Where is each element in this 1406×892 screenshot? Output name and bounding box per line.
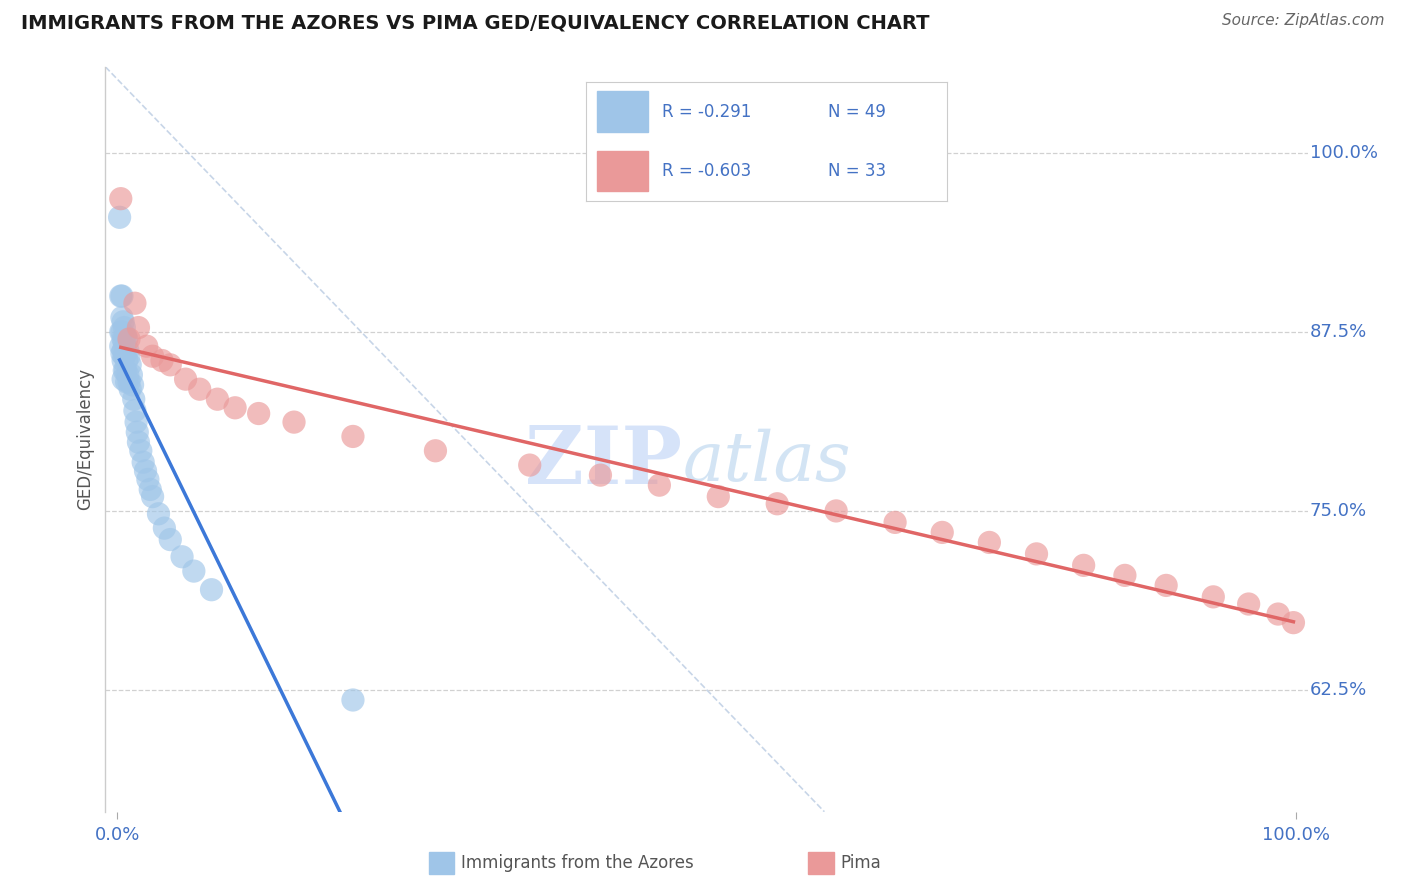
Text: 62.5%: 62.5% — [1310, 681, 1367, 699]
Point — [519, 458, 541, 472]
Point — [114, 346, 136, 360]
Point — [114, 329, 136, 343]
Point — [283, 415, 305, 429]
Point — [110, 339, 132, 353]
Point — [766, 497, 789, 511]
Point — [127, 425, 149, 439]
Point — [174, 372, 197, 386]
Point — [120, 358, 142, 372]
Point — [115, 375, 138, 389]
Point — [132, 455, 155, 469]
Point — [170, 549, 193, 564]
Point — [112, 353, 135, 368]
Point — [110, 192, 132, 206]
Point — [118, 375, 141, 389]
Text: Pima: Pima — [841, 855, 882, 872]
Text: Immigrants from the Azores: Immigrants from the Azores — [461, 855, 695, 872]
Point — [150, 353, 173, 368]
Point — [707, 490, 730, 504]
Point — [1154, 578, 1177, 592]
Point — [224, 401, 246, 415]
Text: IMMIGRANTS FROM THE AZORES VS PIMA GED/EQUIVALENCY CORRELATION CHART: IMMIGRANTS FROM THE AZORES VS PIMA GED/E… — [21, 13, 929, 32]
Point — [207, 392, 229, 407]
Point — [122, 392, 145, 407]
Point — [121, 377, 143, 392]
Point — [1267, 607, 1289, 621]
Point — [139, 483, 162, 497]
Point — [108, 211, 131, 225]
Point — [648, 478, 671, 492]
Point — [159, 358, 181, 372]
Point — [135, 464, 156, 478]
Point — [1237, 597, 1260, 611]
Point — [112, 332, 135, 346]
Point — [931, 525, 953, 540]
Point — [200, 582, 222, 597]
Point — [117, 343, 139, 358]
Point — [127, 435, 149, 450]
Point — [112, 320, 135, 334]
Point — [1202, 590, 1225, 604]
Point — [111, 310, 134, 325]
Point — [120, 368, 142, 382]
Point — [142, 490, 165, 504]
Point — [247, 407, 270, 421]
Point — [884, 516, 907, 530]
Point — [825, 504, 848, 518]
Point — [110, 325, 132, 339]
Point — [153, 521, 176, 535]
Point — [112, 372, 135, 386]
Point — [129, 443, 152, 458]
Point — [127, 320, 149, 334]
Point — [118, 349, 141, 363]
Point — [112, 343, 135, 358]
Point — [148, 507, 170, 521]
Point — [979, 535, 1001, 549]
Point — [1282, 615, 1305, 630]
Point — [115, 332, 138, 346]
Point — [136, 472, 159, 486]
Point — [124, 296, 146, 310]
Point — [589, 468, 612, 483]
Point — [1114, 568, 1136, 582]
Text: Source: ZipAtlas.com: Source: ZipAtlas.com — [1222, 13, 1385, 29]
Y-axis label: GED/Equivalency: GED/Equivalency — [76, 368, 94, 510]
Point — [188, 382, 211, 396]
Text: ZIP: ZIP — [526, 423, 682, 500]
Point — [112, 363, 135, 377]
Point — [114, 363, 136, 377]
Point — [111, 289, 134, 303]
Point — [111, 325, 134, 339]
Point — [112, 349, 135, 363]
Point — [112, 334, 135, 349]
Text: atlas: atlas — [682, 428, 851, 495]
Point — [159, 533, 181, 547]
Point — [125, 415, 148, 429]
Point — [342, 429, 364, 443]
Point — [117, 368, 139, 382]
Point — [118, 332, 141, 346]
Point — [135, 339, 157, 353]
Point — [425, 443, 447, 458]
Point — [112, 315, 135, 329]
Text: 75.0%: 75.0% — [1310, 502, 1367, 520]
Point — [115, 353, 138, 368]
Point — [1073, 558, 1095, 573]
Text: 100.0%: 100.0% — [1310, 144, 1378, 161]
Point — [1025, 547, 1047, 561]
Point — [142, 349, 165, 363]
Point — [183, 564, 205, 578]
Text: 87.5%: 87.5% — [1310, 323, 1367, 341]
Point — [110, 289, 132, 303]
Point — [124, 403, 146, 417]
Point — [342, 693, 364, 707]
Point — [111, 346, 134, 360]
Point — [120, 382, 142, 396]
